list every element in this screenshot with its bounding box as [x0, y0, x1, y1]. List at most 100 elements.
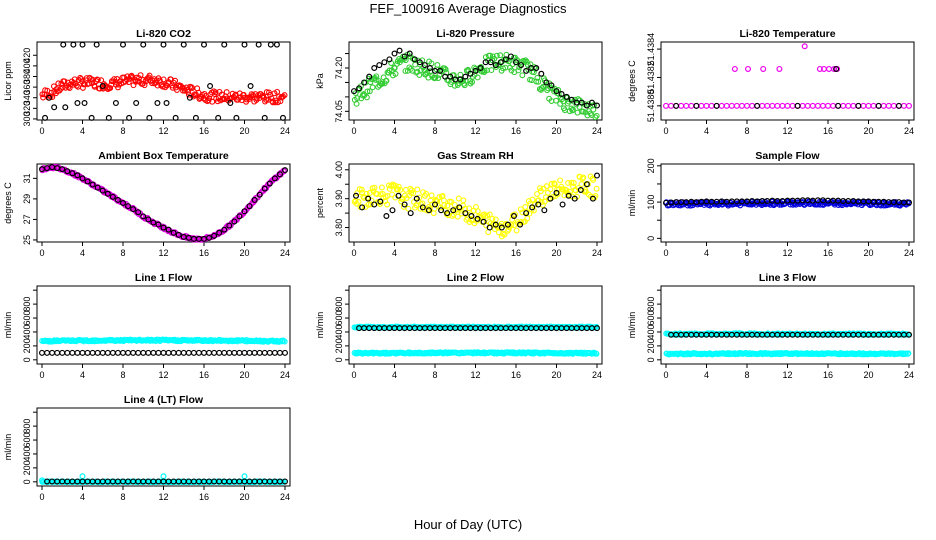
- data-point: [185, 88, 192, 95]
- y-tick-label: 300: [22, 111, 32, 126]
- data-point: [158, 224, 165, 231]
- data-point: [60, 41, 67, 48]
- data-point: [119, 349, 126, 356]
- data-point: [535, 78, 542, 85]
- data-point: [774, 102, 781, 109]
- data-point: [469, 79, 476, 85]
- data-point: [190, 349, 197, 356]
- data-point: [192, 114, 199, 121]
- data-point: [534, 74, 541, 81]
- data-point: [560, 98, 567, 105]
- data-point: [371, 64, 378, 71]
- data-point: [211, 349, 218, 356]
- data-point: [860, 102, 867, 109]
- data-point: [185, 349, 192, 356]
- data-point: [201, 41, 208, 48]
- data-point: [221, 349, 228, 356]
- data-point: [126, 114, 133, 121]
- data-point: [383, 77, 390, 84]
- x-tick-label: 16: [199, 492, 209, 502]
- data-point: [447, 73, 454, 80]
- data-point: [236, 349, 243, 356]
- x-tick-label: 16: [511, 126, 521, 136]
- x-tick-label: 20: [551, 248, 561, 258]
- data-point: [377, 198, 384, 205]
- data-point: [905, 350, 912, 357]
- data-point: [551, 181, 558, 188]
- data-point: [79, 473, 86, 480]
- data-point: [212, 89, 219, 96]
- data-point: [444, 210, 451, 217]
- data-point: [253, 95, 260, 102]
- chart-panel-6: Sample Flow 0 4 8 12 16 20 24 0 100 200 ml/min: [627, 150, 915, 258]
- x-tick-label: 4: [392, 370, 397, 380]
- y-tick-label: 74.20: [334, 57, 344, 80]
- y-tick-label: 27: [22, 214, 32, 224]
- data-point: [165, 349, 172, 356]
- chart-panel-10: Line 4 (LT) Flow 0 4 8 12 16 20 24 0 200400600800…: [3, 394, 291, 502]
- data-point: [180, 41, 187, 48]
- data-point: [434, 62, 441, 68]
- data-point: [804, 102, 811, 109]
- data-point: [364, 194, 371, 201]
- data-point: [535, 201, 542, 208]
- data-point: [533, 64, 540, 71]
- data-point: [688, 102, 695, 109]
- data-point: [589, 195, 596, 202]
- data-point: [281, 338, 288, 345]
- y-tick-label: 4.00: [334, 161, 344, 179]
- x-tick-label: 24: [280, 126, 290, 136]
- data-point: [366, 88, 373, 95]
- y-tick-label: 400: [22, 446, 32, 461]
- y-axis-label: degrees C: [3, 182, 13, 224]
- x-tick-label: 12: [782, 248, 792, 258]
- data-point: [226, 222, 233, 229]
- data-point: [467, 70, 474, 77]
- data-point: [211, 232, 218, 239]
- data-point: [855, 102, 862, 109]
- data-point: [507, 53, 514, 60]
- data-point: [112, 100, 119, 107]
- data-point: [673, 102, 680, 109]
- data-point: [504, 221, 511, 228]
- x-tick-label: 4: [80, 126, 85, 136]
- data-point: [74, 172, 81, 179]
- data-point: [146, 114, 153, 121]
- data-point: [358, 95, 365, 102]
- data-point: [426, 64, 433, 71]
- data-point: [826, 65, 833, 72]
- chart-panel-4: Ambient Box Temperature 0 4 8 12 16 20 24 25 27 29…: [3, 150, 291, 258]
- data-point: [593, 325, 600, 332]
- data-point: [44, 349, 51, 356]
- x-tick-label: 12: [470, 248, 480, 258]
- data-point: [98, 77, 105, 84]
- data-point: [391, 65, 398, 72]
- data-point: [533, 78, 540, 85]
- data-point: [69, 349, 76, 356]
- data-point: [497, 52, 504, 59]
- data-point: [588, 99, 595, 106]
- x-tick-label: 0: [663, 126, 668, 136]
- x-tick-label: 0: [351, 126, 356, 136]
- data-point: [241, 349, 248, 356]
- data-point: [840, 102, 847, 109]
- y-tick-label: 100: [646, 195, 656, 210]
- data-point: [84, 178, 91, 185]
- data-point: [251, 196, 258, 203]
- data-point: [276, 349, 283, 356]
- data-point: [565, 192, 572, 199]
- x-tick-label: 20: [863, 370, 873, 380]
- data-point: [64, 349, 71, 356]
- data-point: [801, 43, 808, 50]
- data-point: [824, 102, 831, 109]
- data-point: [480, 218, 487, 225]
- data-point: [247, 83, 254, 90]
- data-point: [529, 204, 536, 211]
- data-point: [69, 170, 76, 177]
- data-point: [231, 349, 238, 356]
- data-point: [900, 102, 907, 109]
- data-point: [536, 185, 543, 192]
- data-point: [88, 114, 95, 121]
- data-point: [407, 185, 414, 192]
